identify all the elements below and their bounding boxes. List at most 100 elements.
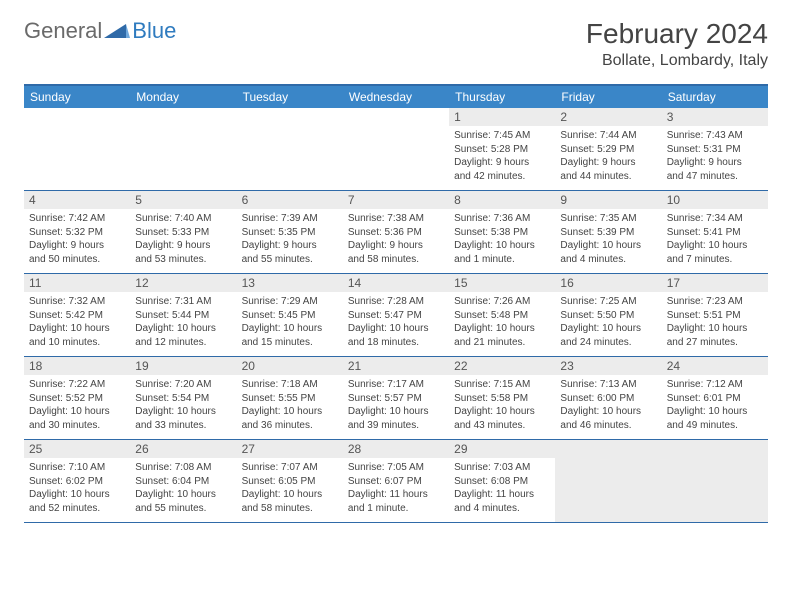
- sunrise-text: Sunrise: 7:17 AM: [348, 378, 444, 392]
- sunrise-text: Sunrise: 7:29 AM: [242, 295, 338, 309]
- day-number: 5: [130, 191, 236, 209]
- day1-text: Daylight: 10 hours: [135, 405, 231, 419]
- sunset-text: Sunset: 5:38 PM: [454, 226, 550, 240]
- logo: General Blue: [24, 18, 176, 44]
- day2-text: and 1 minute.: [348, 502, 444, 516]
- day2-text: and 27 minutes.: [667, 336, 763, 350]
- sunrise-text: Sunrise: 7:38 AM: [348, 212, 444, 226]
- sunrise-text: Sunrise: 7:28 AM: [348, 295, 444, 309]
- day1-text: Daylight: 9 hours: [560, 156, 656, 170]
- logo-text-1: General: [24, 18, 102, 44]
- day-cell: 17 Sunrise: 7:23 AMSunset: 5:51 PMDayligh…: [662, 274, 768, 356]
- day2-text: and 1 minute.: [454, 253, 550, 267]
- day1-text: Daylight: 10 hours: [135, 322, 231, 336]
- week-row: 4Sunrise: 7:42 AMSunset: 5:32 PMDaylight…: [24, 191, 768, 274]
- day-number: 19: [130, 357, 236, 375]
- day1-text: Daylight: 10 hours: [667, 405, 763, 419]
- day-cell: [130, 108, 236, 190]
- day-cell: 18Sunrise: 7:22 AMSunset: 5:52 PMDayligh…: [24, 357, 130, 439]
- sunset-text: Sunset: 5:39 PM: [560, 226, 656, 240]
- day-cell: [237, 108, 343, 190]
- sunset-text: Sunset: 5:47 PM: [348, 309, 444, 323]
- sunset-text: Sunset: 5:29 PM: [560, 143, 656, 157]
- day2-text: and 52 minutes.: [29, 502, 125, 516]
- logo-triangle-icon: [104, 22, 130, 40]
- day-number: 23: [555, 357, 661, 375]
- sunset-text: Sunset: 6:00 PM: [560, 392, 656, 406]
- day-number: 1: [449, 108, 555, 126]
- day1-text: Daylight: 10 hours: [667, 322, 763, 336]
- day1-text: Daylight: 10 hours: [348, 322, 444, 336]
- sunset-text: Sunset: 5:51 PM: [667, 309, 763, 323]
- sunset-text: Sunset: 5:55 PM: [242, 392, 338, 406]
- header: General Blue February 2024 Bollate, Lomb…: [24, 18, 768, 70]
- day-number: 9: [555, 191, 661, 209]
- day-cell: 27Sunrise: 7:07 AMSunset: 6:05 PMDayligh…: [237, 440, 343, 522]
- sunset-text: Sunset: 6:07 PM: [348, 475, 444, 489]
- sunrise-text: Sunrise: 7:31 AM: [135, 295, 231, 309]
- sunrise-text: Sunrise: 7:45 AM: [454, 129, 550, 143]
- day1-text: Daylight: 9 hours: [348, 239, 444, 253]
- day1-text: Daylight: 10 hours: [242, 405, 338, 419]
- sunrise-text: Sunrise: 7:22 AM: [29, 378, 125, 392]
- day-cell: 19Sunrise: 7:20 AMSunset: 5:54 PMDayligh…: [130, 357, 236, 439]
- sunrise-text: Sunrise: 7:26 AM: [454, 295, 550, 309]
- day-cell: 11Sunrise: 7:32 AMSunset: 5:42 PMDayligh…: [24, 274, 130, 356]
- day1-text: Daylight: 10 hours: [29, 405, 125, 419]
- day-number: 17: [662, 274, 768, 292]
- day2-text: and 21 minutes.: [454, 336, 550, 350]
- sunrise-text: Sunrise: 7:43 AM: [667, 129, 763, 143]
- day2-text: and 42 minutes.: [454, 170, 550, 184]
- sunset-text: Sunset: 5:28 PM: [454, 143, 550, 157]
- day1-text: Daylight: 10 hours: [454, 405, 550, 419]
- day-cell: 7Sunrise: 7:38 AMSunset: 5:36 PMDaylight…: [343, 191, 449, 273]
- day-cell: 14Sunrise: 7:28 AMSunset: 5:47 PMDayligh…: [343, 274, 449, 356]
- day2-text: and 24 minutes.: [560, 336, 656, 350]
- day-number: 18: [24, 357, 130, 375]
- sunrise-text: Sunrise: 7:23 AM: [667, 295, 763, 309]
- week-row: 1Sunrise: 7:45 AMSunset: 5:28 PMDaylight…: [24, 108, 768, 191]
- day2-text: and 58 minutes.: [242, 502, 338, 516]
- day1-text: Daylight: 10 hours: [242, 488, 338, 502]
- sunset-text: Sunset: 5:50 PM: [560, 309, 656, 323]
- day-number: 11: [24, 274, 130, 292]
- day2-text: and 49 minutes.: [667, 419, 763, 433]
- day-number: 6: [237, 191, 343, 209]
- sunrise-text: Sunrise: 7:03 AM: [454, 461, 550, 475]
- day-cell: 29Sunrise: 7:03 AMSunset: 6:08 PMDayligh…: [449, 440, 555, 522]
- day-cell: 23Sunrise: 7:13 AMSunset: 6:00 PMDayligh…: [555, 357, 661, 439]
- day1-text: Daylight: 10 hours: [454, 322, 550, 336]
- day-cell: 24Sunrise: 7:12 AMSunset: 6:01 PMDayligh…: [662, 357, 768, 439]
- sunset-text: Sunset: 5:31 PM: [667, 143, 763, 157]
- sunset-text: Sunset: 5:36 PM: [348, 226, 444, 240]
- calendar: SundayMondayTuesdayWednesdayThursdayFrid…: [24, 84, 768, 523]
- day1-text: Daylight: 9 hours: [454, 156, 550, 170]
- sunrise-text: Sunrise: 7:07 AM: [242, 461, 338, 475]
- day-cell: 9Sunrise: 7:35 AMSunset: 5:39 PMDaylight…: [555, 191, 661, 273]
- day1-text: Daylight: 10 hours: [348, 405, 444, 419]
- sunset-text: Sunset: 5:33 PM: [135, 226, 231, 240]
- day-cell: 12Sunrise: 7:31 AMSunset: 5:44 PMDayligh…: [130, 274, 236, 356]
- day-cell: 4Sunrise: 7:42 AMSunset: 5:32 PMDaylight…: [24, 191, 130, 273]
- sunrise-text: Sunrise: 7:18 AM: [242, 378, 338, 392]
- day-number: 2: [555, 108, 661, 126]
- sunrise-text: Sunrise: 7:08 AM: [135, 461, 231, 475]
- sunset-text: Sunset: 6:01 PM: [667, 392, 763, 406]
- sunrise-text: Sunrise: 7:20 AM: [135, 378, 231, 392]
- day1-text: Daylight: 11 hours: [348, 488, 444, 502]
- day2-text: and 50 minutes.: [29, 253, 125, 267]
- day2-text: and 4 minutes.: [560, 253, 656, 267]
- day-number: 21: [343, 357, 449, 375]
- day-header: Tuesday: [237, 86, 343, 108]
- sunrise-text: Sunrise: 7:13 AM: [560, 378, 656, 392]
- day-number: 20: [237, 357, 343, 375]
- day2-text: and 36 minutes.: [242, 419, 338, 433]
- day2-text: and 53 minutes.: [135, 253, 231, 267]
- day-cell: 5Sunrise: 7:40 AMSunset: 5:33 PMDaylight…: [130, 191, 236, 273]
- sunrise-text: Sunrise: 7:36 AM: [454, 212, 550, 226]
- day-header: Wednesday: [343, 86, 449, 108]
- day-header: Saturday: [662, 86, 768, 108]
- day-number: 10: [662, 191, 768, 209]
- day-number: 22: [449, 357, 555, 375]
- day-cell: 3Sunrise: 7:43 AMSunset: 5:31 PMDaylight…: [662, 108, 768, 190]
